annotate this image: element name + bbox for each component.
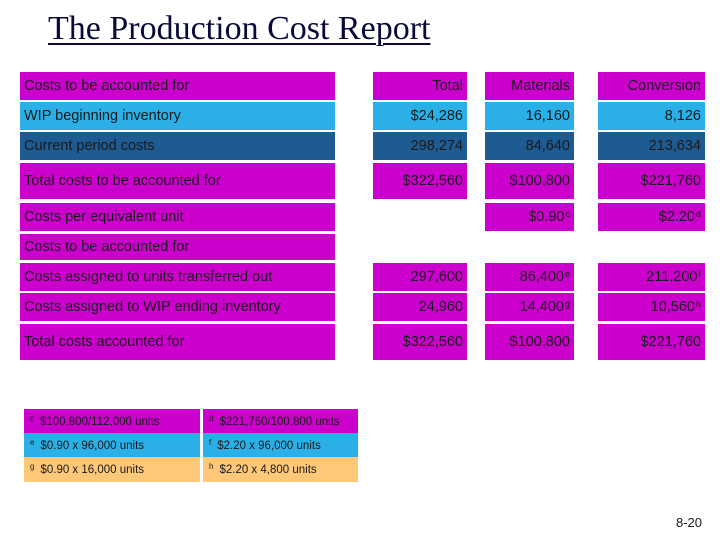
footnote-d: d $221,760/100,800 units	[203, 409, 358, 434]
per-unit-materials-footnote: c	[565, 209, 571, 219]
footnote-c-text: $100,800/112,000 units	[40, 415, 160, 428]
footnote-e-text: $0.90 x 96,000 units	[40, 439, 145, 452]
per-unit-conversion: $2.20 d	[598, 203, 705, 231]
footnote-h-text: $2.20 x 4,800 units	[219, 463, 317, 476]
transferred-out-conversion: 211,200 f	[598, 263, 705, 291]
per-unit-materials-value: $0.90	[528, 209, 565, 225]
footnote-g: g $0.90 x 16,000 units	[24, 457, 200, 482]
wip-ending-materials-value: 14,400	[519, 299, 564, 315]
footnote-f: f $2.20 x 96,000 units	[203, 433, 358, 458]
total-accounted-total: $322,560	[373, 324, 467, 360]
footnote-e-mark: e	[30, 438, 35, 447]
wip-beginning-label: WIP beginning inventory	[20, 102, 335, 130]
total-costs-label: Total costs to be accounted for	[20, 163, 335, 199]
total-costs-conversion: $221,760	[598, 163, 705, 199]
wip-ending-conversion-value: 10,560	[650, 299, 695, 315]
wip-ending-materials: 14,400 g	[485, 293, 574, 321]
wip-ending-conversion-footnote: h	[695, 299, 701, 309]
footnote-c-mark: c	[30, 414, 34, 423]
transferred-out-materials-footnote: e	[564, 269, 570, 279]
footnote-d-text: $221,760/100,800 units	[219, 415, 340, 428]
per-unit-conversion-footnote: d	[695, 209, 701, 219]
footnote-g-mark: g	[30, 462, 35, 471]
current-period-materials: 84,640	[485, 132, 574, 160]
section-costs-label: Costs to be accounted for	[20, 234, 335, 260]
wip-beginning-conversion: 8,126	[598, 102, 705, 130]
current-period-total: 298,274	[373, 132, 467, 160]
footnote-f-text: $2.20 x 96,000 units	[217, 439, 321, 452]
total-accounted-materials: $100,800	[485, 324, 574, 360]
header-conversion: Conversion	[598, 72, 705, 100]
per-unit-conversion-value: $2.20	[658, 209, 695, 225]
page-title: The Production Cost Report	[48, 10, 431, 47]
total-costs-total: $322,560	[373, 163, 467, 199]
total-costs-materials: $100,800	[485, 163, 574, 199]
current-period-label: Current period costs	[20, 132, 335, 160]
wip-ending-label: Costs assigned to WIP ending inventory	[20, 293, 335, 321]
footnote-d-mark: d	[209, 414, 214, 423]
transferred-out-conversion-value: 211,200	[646, 269, 698, 285]
transferred-out-conversion-footnote: f	[698, 269, 701, 279]
total-accounted-conversion: $221,760	[598, 324, 705, 360]
transferred-out-label: Costs assigned to units transferred out	[20, 263, 335, 291]
wip-ending-conversion: 10,560 h	[598, 293, 705, 321]
footnote-g-text: $0.90 x 16,000 units	[40, 463, 145, 476]
header-total: Total	[373, 72, 467, 100]
current-period-conversion: 213,634	[598, 132, 705, 160]
per-unit-label: Costs per equivalent unit	[20, 203, 335, 231]
header-materials: Materials	[485, 72, 574, 100]
transferred-out-total: 297,600	[373, 263, 467, 291]
footnote-h-mark: h	[209, 462, 214, 471]
footnote-c: c $100,800/112,000 units	[24, 409, 200, 434]
transferred-out-materials-value: 86,400	[519, 269, 564, 285]
transferred-out-materials: 86,400 e	[485, 263, 574, 291]
header-label: Costs to be accounted for	[20, 72, 335, 100]
wip-beginning-total: $24,286	[373, 102, 467, 130]
per-unit-materials: $0.90 c	[485, 203, 574, 231]
wip-beginning-materials: 16,160	[485, 102, 574, 130]
footnote-h: h $2.20 x 4,800 units	[203, 457, 358, 482]
wip-ending-total: 24,960	[373, 293, 467, 321]
total-accounted-label: Total costs accounted for	[20, 324, 335, 360]
footnote-f-mark: f	[209, 438, 212, 447]
footnote-e: e $0.90 x 96,000 units	[24, 433, 200, 458]
page-number: 8-20	[675, 515, 702, 530]
wip-ending-materials-footnote: g	[564, 299, 570, 309]
